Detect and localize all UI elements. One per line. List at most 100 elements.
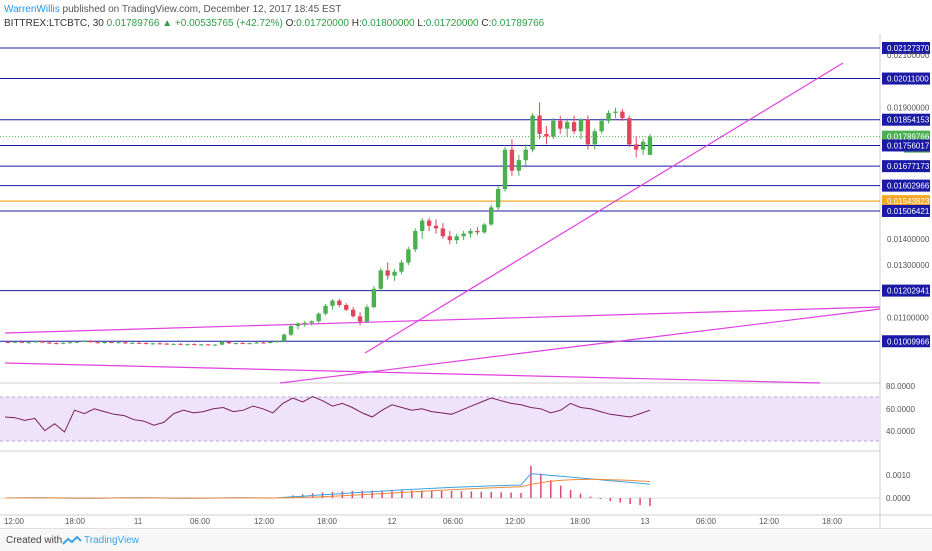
author-link[interactable]: WarrenWillis <box>4 4 60 15</box>
candle-body[interactable] <box>95 342 100 344</box>
candle-body[interactable] <box>585 119 591 145</box>
candle-body[interactable] <box>447 236 453 241</box>
candle-body[interactable] <box>489 207 494 225</box>
candle-body[interactable] <box>564 122 570 129</box>
candle-body[interactable] <box>254 342 259 344</box>
candle-body[interactable] <box>461 233 466 237</box>
candle-body[interactable] <box>171 343 176 345</box>
candle-body[interactable] <box>419 220 425 232</box>
candle-body[interactable] <box>192 344 197 346</box>
candle-body[interactable] <box>502 149 508 190</box>
trendlines[interactable] <box>4 62 881 384</box>
candle-body[interactable] <box>406 249 411 263</box>
candle-body[interactable] <box>599 120 604 132</box>
candle-body[interactable] <box>620 111 625 119</box>
candle-body[interactable] <box>199 344 204 346</box>
candle-body[interactable] <box>109 342 114 344</box>
candle-body[interactable] <box>544 133 549 137</box>
candle-body[interactable] <box>40 341 45 343</box>
candle-body[interactable] <box>558 120 563 129</box>
candle-body[interactable] <box>5 342 11 344</box>
candle-body[interactable] <box>323 305 328 314</box>
candle-body[interactable] <box>385 270 390 276</box>
candle-body[interactable] <box>88 340 94 343</box>
candle-body[interactable] <box>143 343 149 345</box>
symbol-label[interactable]: BITTREX:LTCBTC, 30 <box>4 18 104 29</box>
candle-body[interactable] <box>330 300 335 306</box>
time-axis[interactable]: 12:00 18:00 11 06:00 12:00 18:00 12 06:00 12:00 1… <box>4 517 843 526</box>
candle-body[interactable] <box>268 342 273 344</box>
candle-body[interactable] <box>275 341 280 343</box>
candle-body[interactable] <box>413 231 418 250</box>
candle-body[interactable] <box>530 115 535 150</box>
trendline-lower-1[interactable] <box>4 306 881 334</box>
candle-body[interactable] <box>357 316 363 322</box>
horizontal-levels[interactable] <box>0 47 880 342</box>
candle-body[interactable] <box>26 342 31 344</box>
candle-body[interactable] <box>233 343 239 345</box>
candle-body[interactable] <box>399 262 404 272</box>
candle-body[interactable] <box>74 341 80 343</box>
candle-body[interactable] <box>344 305 349 310</box>
candle-body[interactable] <box>578 119 584 132</box>
candle-body[interactable] <box>205 344 211 346</box>
candle-body[interactable] <box>613 111 618 113</box>
candle-body[interactable] <box>67 342 73 344</box>
candle-body[interactable] <box>627 118 632 145</box>
candlestick-series[interactable] <box>5 102 653 346</box>
candle-body[interactable] <box>426 220 432 226</box>
candle-body[interactable] <box>116 342 121 344</box>
tradingview-brand[interactable]: TradingView <box>84 535 140 546</box>
candle-body[interactable] <box>495 189 501 208</box>
candle-body[interactable] <box>633 144 639 150</box>
trendline-lower-2[interactable] <box>279 308 881 384</box>
candle-body[interactable] <box>150 343 156 345</box>
candle-body[interactable] <box>350 309 356 317</box>
candle-body[interactable] <box>606 112 611 121</box>
candle-body[interactable] <box>219 341 225 345</box>
candle-body[interactable] <box>185 344 190 346</box>
candle-body[interactable] <box>102 342 107 344</box>
candle-body[interactable] <box>47 342 52 344</box>
candle-body[interactable] <box>454 236 459 241</box>
candle-body[interactable] <box>136 342 142 344</box>
candle-body[interactable] <box>475 231 480 233</box>
candle-body[interactable] <box>509 149 515 171</box>
candle-body[interactable] <box>157 343 163 345</box>
candle-body[interactable] <box>316 313 321 322</box>
candle-body[interactable] <box>440 228 446 237</box>
candle-body[interactable] <box>571 122 577 132</box>
candle-body[interactable] <box>309 321 314 323</box>
candle-body[interactable] <box>261 342 266 344</box>
candle-body[interactable] <box>226 341 232 344</box>
candle-body[interactable] <box>54 343 59 345</box>
candle-body[interactable] <box>281 334 287 342</box>
candle-body[interactable] <box>178 343 183 345</box>
candle-body[interactable] <box>647 136 653 155</box>
candle-body[interactable] <box>61 342 66 344</box>
candle-body[interactable] <box>123 342 128 344</box>
candle-body[interactable] <box>12 341 18 343</box>
candle-body[interactable] <box>164 343 169 345</box>
candle-body[interactable] <box>212 344 218 346</box>
candle-body[interactable] <box>19 341 25 343</box>
candle-body[interactable] <box>247 343 252 345</box>
candle-body[interactable] <box>33 341 38 343</box>
candle-body[interactable] <box>130 342 135 344</box>
candle-body[interactable] <box>295 323 301 327</box>
candle-body[interactable] <box>482 224 487 233</box>
candle-body[interactable] <box>537 115 542 134</box>
trendline-main[interactable] <box>364 62 844 354</box>
candle-body[interactable] <box>516 160 522 171</box>
candle-body[interactable] <box>240 343 245 345</box>
candle-body[interactable] <box>468 231 473 234</box>
candle-body[interactable] <box>551 120 556 137</box>
candle-body[interactable] <box>302 322 308 324</box>
candle-body[interactable] <box>392 271 397 276</box>
candle-body[interactable] <box>337 300 342 306</box>
candle-body[interactable] <box>364 307 370 322</box>
candle-body[interactable] <box>592 131 597 145</box>
candle-body[interactable] <box>523 149 528 161</box>
